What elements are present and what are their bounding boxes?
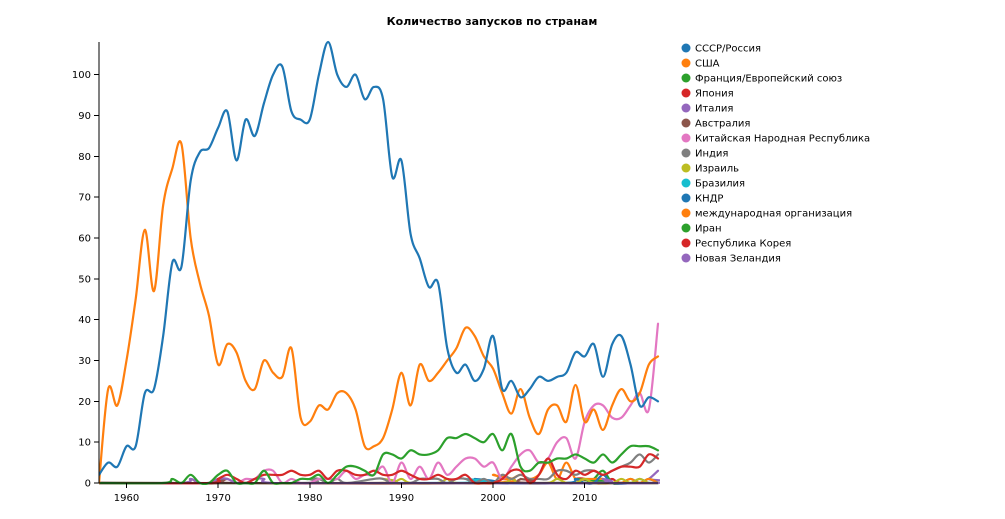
y-tick-label: 10 bbox=[78, 438, 91, 449]
legend-item: Индия bbox=[681, 148, 728, 160]
y-tick-label: 30 bbox=[78, 356, 91, 367]
x-tick-label: 1970 bbox=[205, 493, 230, 504]
y-tick-label: 40 bbox=[78, 315, 91, 326]
legend-swatch bbox=[681, 133, 691, 143]
y-tick-label: 0 bbox=[85, 479, 91, 490]
legend-label: Франция/Европейский союз bbox=[695, 74, 842, 85]
legend-swatch bbox=[681, 208, 691, 218]
legend-label: Япония bbox=[695, 89, 734, 100]
legend-swatch bbox=[681, 118, 691, 128]
x-tick-label: 1990 bbox=[389, 493, 414, 504]
legend-label: Республика Корея bbox=[695, 239, 791, 250]
legend-swatch bbox=[681, 73, 691, 83]
x-tick-label: 1980 bbox=[297, 493, 322, 504]
legend-item: Китайская Народная Республика bbox=[681, 133, 870, 145]
legend-swatch bbox=[681, 223, 691, 233]
legend-label: США bbox=[695, 59, 720, 70]
legend-label: Индия bbox=[695, 149, 728, 160]
legend-label: Австралия bbox=[695, 119, 750, 130]
x-axis: 1960 1970 1980 1990 2000 2010 bbox=[99, 482, 658, 504]
legend-label: Бразилия bbox=[695, 179, 745, 190]
legend-item: Италия bbox=[681, 103, 733, 115]
chart-title: Количество запусков по странам bbox=[387, 15, 598, 28]
legend-swatch bbox=[681, 58, 691, 68]
legend-swatch bbox=[681, 163, 691, 173]
legend-item: Бразилия bbox=[681, 178, 745, 190]
legend-item: международная организация bbox=[681, 208, 852, 220]
x-tick-label: 2000 bbox=[480, 493, 505, 504]
legend-item: Республика Корея bbox=[681, 238, 791, 250]
legend-label: международная организация bbox=[695, 209, 852, 220]
legend-item: Австралия bbox=[681, 118, 750, 130]
legend-item: КНДР bbox=[681, 193, 723, 205]
legend-item: Япония bbox=[681, 88, 734, 100]
y-tick-label: 100 bbox=[72, 70, 91, 81]
x-tick-label: 2010 bbox=[572, 493, 597, 504]
legend-label: Китайская Народная Республика bbox=[695, 134, 870, 145]
legend-swatch bbox=[681, 253, 691, 263]
legend-label: Израиль bbox=[695, 164, 739, 175]
legend-swatch bbox=[681, 193, 691, 203]
y-tick-label: 80 bbox=[78, 152, 91, 163]
legend-item: Иран bbox=[681, 223, 722, 235]
x-tick-label: 1960 bbox=[114, 493, 139, 504]
y-tick-label: 20 bbox=[78, 397, 91, 408]
legend-item: Франция/Европейский союз bbox=[681, 73, 842, 85]
series-line-3 bbox=[99, 453, 660, 485]
legend-label: Иран bbox=[695, 224, 722, 235]
y-axis: 0 10 20 30 40 50 60 70 80 90 100 bbox=[72, 42, 100, 490]
legend-swatch bbox=[681, 43, 691, 53]
legend-swatch bbox=[681, 148, 691, 158]
legend-item: Израиль bbox=[681, 163, 739, 175]
y-tick-label: 50 bbox=[78, 274, 91, 285]
y-tick-label: 60 bbox=[78, 234, 91, 245]
legend-swatch bbox=[681, 238, 691, 248]
legend-item: СССР/Россия bbox=[681, 43, 761, 55]
legend: СССР/Россия США Франция/Европейский союз Яп… bbox=[681, 43, 870, 265]
legend-label: Италия bbox=[695, 104, 733, 115]
plot-area bbox=[99, 40, 660, 485]
legend-swatch bbox=[681, 103, 691, 113]
legend-swatch bbox=[681, 88, 691, 98]
legend-item: Новая Зеландия bbox=[681, 253, 781, 265]
legend-label: Новая Зеландия bbox=[695, 254, 781, 265]
y-tick-label: 90 bbox=[78, 111, 91, 122]
series-line-6 bbox=[99, 322, 660, 485]
legend-label: КНДР bbox=[695, 194, 723, 205]
series-line-1 bbox=[99, 140, 660, 485]
y-tick-label: 70 bbox=[78, 193, 91, 204]
legend-swatch bbox=[681, 178, 691, 188]
legend-item: США bbox=[681, 58, 720, 70]
series-line-0 bbox=[99, 40, 660, 476]
legend-label: СССР/Россия bbox=[695, 44, 761, 55]
